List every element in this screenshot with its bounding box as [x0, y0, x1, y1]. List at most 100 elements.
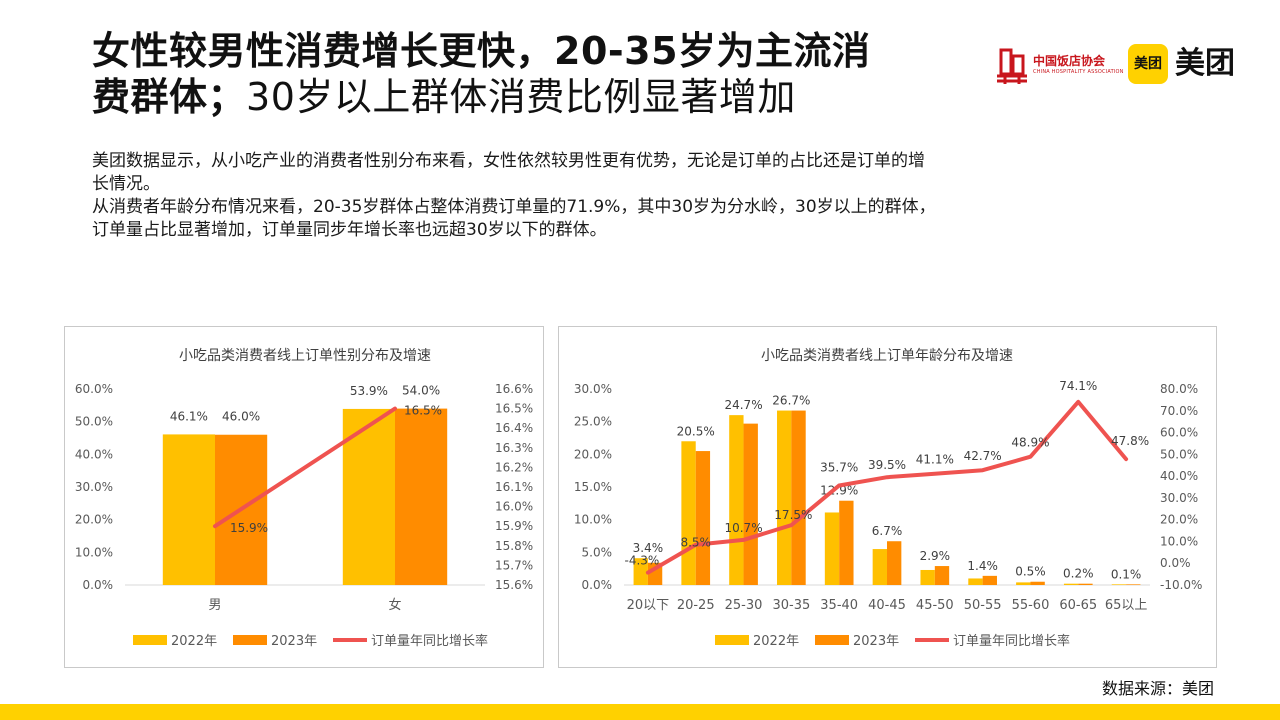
growth-rate-label: 47.8% [1111, 434, 1149, 448]
y-tick-label: 20.0% [574, 447, 612, 461]
gender-chart: 小吃品类消费者线上订单性别分布及增速 0.0% 10.0% 20.0% 30.0% 40.… [75, 348, 533, 649]
y2-tick-label: 15.7% [495, 558, 533, 572]
x-tick-label: 35-40 [820, 598, 858, 613]
growth-rate-label: 17.5% [774, 508, 812, 522]
desc-line-3: 从消费者年龄分布情况来看，20-35岁群体占整体消费订单量的71.9%，其中30… [92, 197, 936, 217]
age-chart-panel: 小吃品类消费者线上订单年龄分布及增速 0.0% 5.0% 10.0% 15.0% 20.0… [558, 326, 1217, 668]
bar-2023 [839, 500, 854, 585]
y2-tick-label: 16.5% [495, 402, 533, 416]
y-tick-label: 60.0% [75, 382, 113, 396]
bar-2023 [887, 541, 902, 585]
bar-2023 [982, 575, 997, 585]
y2-tick-label: 60.0% [1160, 426, 1198, 440]
bar-label-2022: 46.1% [170, 409, 208, 423]
bar-2022 [1016, 582, 1031, 585]
legend-swatch-2023 [815, 635, 849, 645]
growth-rate-label: 74.1% [1059, 379, 1097, 393]
y-tick-label: 40.0% [75, 447, 113, 461]
y2-tick-label: 16.0% [495, 500, 533, 514]
bar-2023 [1078, 583, 1093, 585]
y-tick-label: 0.0% [582, 578, 613, 592]
growth-rate-label: 16.5% [404, 404, 442, 418]
growth-rate-label: 15.9% [230, 521, 268, 535]
y-tick-label: 10.0% [574, 513, 612, 527]
bar-2023 [791, 410, 806, 585]
y-tick-label: 30.0% [574, 382, 612, 396]
growth-rate-label: 41.1% [916, 453, 954, 467]
bar-label: 0.5% [1015, 565, 1046, 579]
hotel-logo-en: CHINA HOSPITALITY ASSOCIATION [1033, 69, 1124, 75]
y2-tick-label: 16.2% [495, 460, 533, 474]
y2-tick-label: 70.0% [1160, 404, 1198, 418]
y2-tick-label: -10.0% [1160, 578, 1202, 592]
y-tick-label: 20.0% [75, 513, 113, 527]
bar-2023 [1030, 581, 1045, 585]
bar-2022 [920, 569, 935, 585]
legend-label-2022: 2022年 [753, 634, 799, 649]
x-tick-label: 60-65 [1059, 598, 1097, 613]
bar-label-2022: 53.9% [350, 384, 388, 398]
y-tick-label: 10.0% [75, 545, 113, 559]
x-tick-label: 20-25 [677, 598, 715, 613]
title-line-2: 费群体；30岁以上群体消费比例显著增加 [92, 74, 972, 120]
legend-swatch-2022 [715, 635, 749, 645]
y2-tick-label: 20.0% [1160, 513, 1198, 527]
chart-title: 小吃品类消费者线上订单年龄分布及增速 [761, 348, 1013, 364]
bar-label: 0.2% [1063, 567, 1094, 581]
legend-label-2022: 2022年 [171, 634, 217, 649]
bar-2023 [395, 408, 448, 585]
age-chart: 小吃品类消费者线上订单年龄分布及增速 0.0% 5.0% 10.0% 15.0% 20.0… [574, 348, 1203, 649]
x-tick-label: 男 [208, 598, 221, 613]
desc-line-2: 长情况。 [92, 174, 160, 194]
y2-tick-label: 15.9% [495, 519, 533, 533]
growth-rate-label: 39.5% [868, 458, 906, 472]
y2-tick-label: 16.1% [495, 480, 533, 494]
y2-tick-label: 16.6% [495, 382, 533, 396]
y-tick-label: 5.0% [582, 545, 613, 559]
growth-rate-label: 48.9% [1011, 436, 1049, 450]
y-tick-label: 0.0% [83, 578, 114, 592]
growth-rate-label: 10.7% [724, 521, 762, 535]
title-line-2-bold: 费群体； [92, 75, 247, 119]
y2-tick-label: 15.6% [495, 578, 533, 592]
growth-rate-line [645, 399, 1129, 575]
bar-label-2023: 54.0% [402, 384, 440, 398]
bar-2022 [968, 578, 983, 585]
desc-line-4: 订单量占比显著增加，订单量同步年增长率也远超30岁以下的群体。 [92, 220, 607, 240]
hotel-association-logo: 中国饭店协会 CHINA HOSPITALITY ASSOCIATION [995, 46, 1123, 84]
slide-title: 女性较男性消费增长更快，20-35岁为主流消 费群体；30岁以上群体消费比例显著… [92, 28, 972, 120]
legend-swatch-2022 [133, 635, 167, 645]
chart-title: 小吃品类消费者线上订单性别分布及增速 [179, 348, 431, 364]
slide-description: 美团数据显示，从小吃产业的消费者性别分布来看，女性依然较男性更有优势，无论是订单… [92, 150, 1172, 242]
x-tick-label: 55-60 [1012, 598, 1050, 613]
data-source: 数据来源：美团 [1101, 679, 1214, 698]
bar-2023 [934, 566, 950, 585]
hotel-building-icon [997, 48, 1027, 84]
bar-label-2023: 46.0% [222, 410, 260, 424]
y-tick-label: 15.0% [574, 480, 612, 494]
x-tick-label: 20以下 [627, 598, 670, 613]
y2-tick-label: 30.0% [1160, 491, 1198, 505]
legend-label-2023: 2023年 [271, 634, 317, 649]
y2-tick-label: 0.0% [1160, 556, 1191, 570]
bar-label: 20.5% [677, 424, 715, 438]
bar-2022 [1111, 584, 1127, 585]
bar-2022 [824, 512, 840, 585]
gender-chart-panel: 小吃品类消费者线上订单性别分布及增速 0.0% 10.0% 20.0% 30.0% 40.… [64, 326, 544, 668]
x-tick-label: 女 [388, 597, 401, 613]
logo-group: 中国饭店协会 CHINA HOSPITALITY ASSOCIATION 美团 … [995, 44, 1245, 86]
x-tick-label: 45-50 [916, 598, 954, 613]
bar-label: 24.7% [724, 398, 762, 412]
y2-tick-label: 16.3% [495, 441, 533, 455]
y2-tick-label: 80.0% [1160, 382, 1198, 396]
y-tick-label: 30.0% [75, 480, 113, 494]
title-line-1: 女性较男性消费增长更快，20-35岁为主流消 [92, 29, 871, 73]
bar-label: 2.9% [920, 549, 951, 563]
bar-2023 [695, 451, 711, 585]
bar-2022 [729, 415, 744, 585]
bar-2022 [162, 434, 215, 585]
y-tick-label: 25.0% [574, 415, 612, 429]
legend-label-line: 订单量年同比增长率 [953, 633, 1070, 649]
growth-rate-line [213, 406, 397, 529]
bar-2022 [633, 558, 648, 585]
